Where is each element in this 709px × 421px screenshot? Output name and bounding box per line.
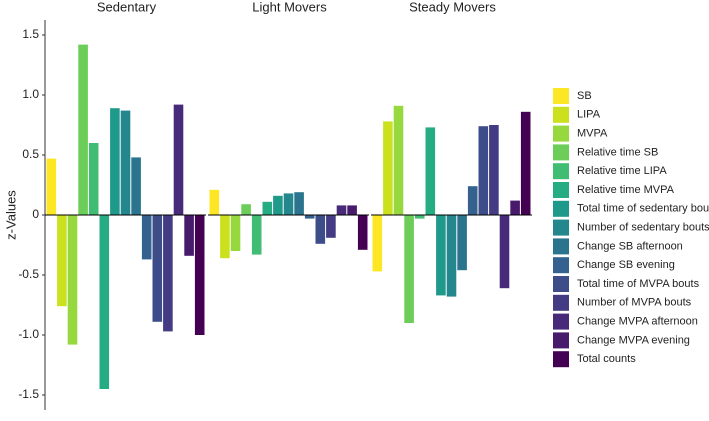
legend-swatch <box>553 163 569 180</box>
bar <box>184 215 194 256</box>
bar <box>110 108 120 215</box>
bar <box>383 121 393 215</box>
legend-label: Change MVPA afternoon <box>577 316 698 328</box>
bar <box>78 44 88 215</box>
legend-label: Relative time MVPA <box>577 184 675 196</box>
bar <box>262 201 273 215</box>
bar <box>304 215 315 219</box>
legend-swatch <box>553 125 569 142</box>
y-tick-label: 1.0 <box>22 87 39 101</box>
bar <box>88 143 99 215</box>
legend-label: Total counts <box>577 353 636 365</box>
y-tick-label: 0.5 <box>22 147 39 161</box>
legend-label: Change SB evening <box>577 259 675 271</box>
legend-label: Total time of MVPA bouts <box>577 278 700 290</box>
legend-swatch <box>553 182 569 198</box>
bar <box>520 111 531 215</box>
bar <box>446 215 457 297</box>
bar <box>283 193 294 215</box>
bar <box>436 215 446 296</box>
bar <box>251 215 262 255</box>
bar <box>230 215 241 251</box>
bar <box>294 192 304 215</box>
bar <box>315 215 326 244</box>
legend-label: Change SB afternoon <box>577 240 683 252</box>
bar <box>46 158 57 215</box>
y-tick-label: -1.0 <box>18 327 39 341</box>
bar <box>489 125 499 215</box>
bar <box>241 204 251 215</box>
legend-swatch <box>553 257 569 274</box>
y-tick-label: -1.5 <box>18 387 39 401</box>
legend-swatch <box>553 351 569 368</box>
legend-label: MVPA <box>577 128 608 140</box>
bar <box>67 215 78 345</box>
panel-title: Light Movers <box>252 0 327 14</box>
legend-label: Total time of sedentary bouts <box>577 203 709 215</box>
legend-swatch <box>553 238 569 255</box>
y-tick-label: 0 <box>32 207 39 221</box>
panel-title: Steady Movers <box>409 0 496 14</box>
legend-swatch <box>553 106 569 123</box>
panel-title: Sedentary <box>97 0 157 14</box>
y-axis-label: z-Values <box>3 190 18 240</box>
legend-label: Relative time LIPA <box>577 165 667 177</box>
bar <box>173 104 184 215</box>
bar <box>499 215 510 289</box>
bar <box>131 157 141 215</box>
legend-swatch <box>553 219 569 236</box>
legend-swatch <box>553 332 569 349</box>
legend-label: Change MVPA evening <box>577 334 690 346</box>
bar <box>414 215 425 219</box>
bar <box>209 189 220 215</box>
bar <box>404 215 414 323</box>
bar <box>467 186 478 215</box>
bar <box>57 215 67 307</box>
legend-label: SB <box>577 90 592 102</box>
bar <box>393 105 404 215</box>
y-tick-label: 1.5 <box>22 27 39 41</box>
bar <box>273 195 283 215</box>
bar <box>347 205 357 215</box>
legend-label: Relative time SB <box>577 146 658 158</box>
legend-label: Number of sedentary bouts <box>577 222 709 234</box>
bar <box>457 215 467 271</box>
bar <box>336 205 347 215</box>
legend-swatch <box>553 88 569 104</box>
legend-label: Number of MVPA bouts <box>577 297 692 309</box>
legend-swatch <box>553 276 569 292</box>
legend-swatch <box>553 313 569 330</box>
bar <box>372 215 383 272</box>
bar <box>163 215 173 332</box>
bar <box>141 215 152 260</box>
y-tick-label: -0.5 <box>18 267 39 281</box>
bar <box>220 215 230 259</box>
legend-swatch <box>553 144 569 161</box>
bar <box>425 127 436 215</box>
bar <box>478 126 489 215</box>
legend-swatch <box>553 200 569 217</box>
bar <box>326 215 336 238</box>
bar <box>510 200 520 215</box>
bar <box>120 110 131 215</box>
legend-label: LIPA <box>577 109 601 121</box>
bar <box>357 215 368 250</box>
legend-swatch <box>553 294 569 311</box>
bar <box>152 215 163 322</box>
bar <box>194 215 205 335</box>
bar <box>99 215 110 389</box>
